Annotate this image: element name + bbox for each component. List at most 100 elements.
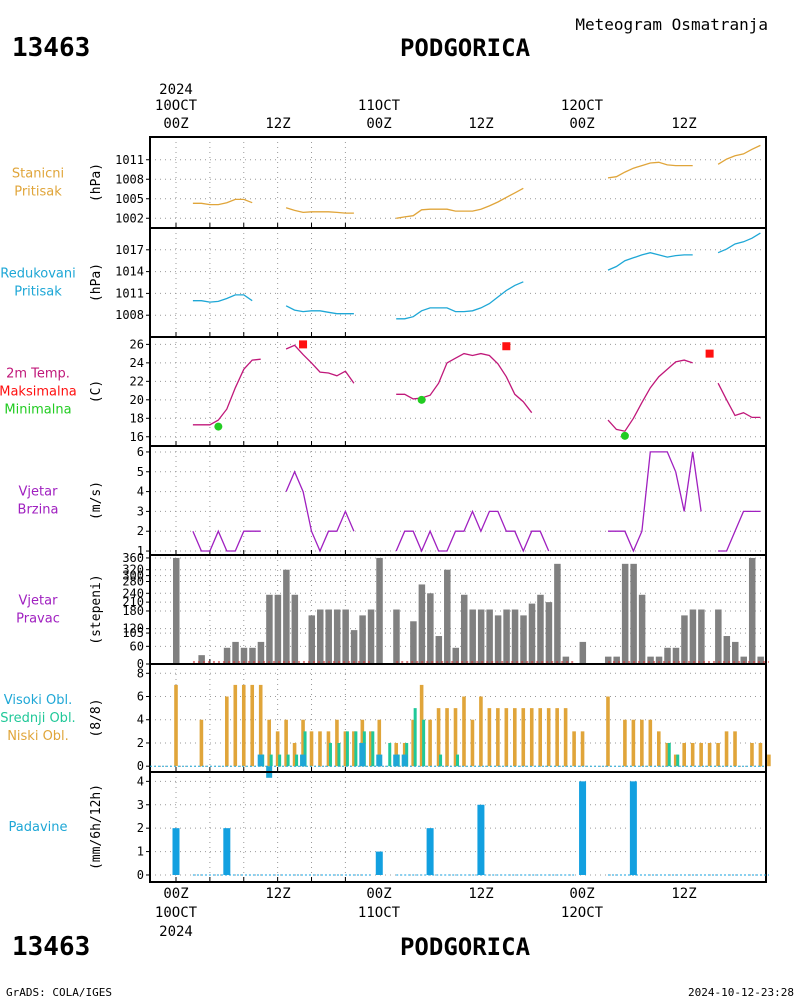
panel-label-line: Maksimalna xyxy=(0,385,77,400)
station-pressure-line xyxy=(607,161,693,179)
reduced-pressure-panel: 1008 1011 1014 1017 (hPa) Redukovani Pritisak xyxy=(0,227,767,338)
wind-direction-bar xyxy=(562,656,570,664)
high-cloud-bar xyxy=(300,754,307,767)
wind-direction-bar xyxy=(545,602,553,664)
precipitation-bar xyxy=(223,828,231,875)
wind-direction-bar xyxy=(511,609,519,664)
wind-direction-bar xyxy=(681,615,688,664)
wind-direction-bar xyxy=(689,609,697,664)
y-tick-label: 4 xyxy=(137,485,144,499)
wind-direction-bar xyxy=(664,647,671,664)
wind-direction-bar xyxy=(621,563,629,664)
wind-direction-bar xyxy=(240,647,248,664)
y-tick-label: 1002 xyxy=(115,211,144,225)
unit-label: (mm/6h/12h) xyxy=(89,784,104,870)
bottom-day-label-3: 12OCT xyxy=(561,905,604,921)
wind-direction-bar xyxy=(638,594,646,664)
y-tick-label: 320 xyxy=(122,563,144,577)
y-tick-label: 4 xyxy=(137,713,144,727)
y-tick-label: 2 xyxy=(137,524,144,538)
low-cloud-bar xyxy=(326,731,331,767)
y-tick-label: 1005 xyxy=(115,192,144,206)
low-cloud-bar xyxy=(521,708,526,767)
panel-label-line: Vjetar xyxy=(19,594,59,609)
low-cloud-bar xyxy=(648,719,653,767)
low-cloud-bar xyxy=(335,719,339,767)
low-cloud-bar xyxy=(241,684,246,767)
low-cloud-bar xyxy=(665,742,670,767)
top-tick-label-1: 00Z xyxy=(163,116,188,132)
mid-cloud-bar xyxy=(439,754,443,767)
low-cloud-bar xyxy=(572,731,576,767)
wind-speed-line xyxy=(395,509,550,553)
temp-min-marker xyxy=(417,395,426,404)
low-cloud-bar xyxy=(699,742,703,767)
panel-label-line: Pritisak xyxy=(14,285,62,300)
panel-label-line: Brzina xyxy=(18,503,59,518)
wind-speed-line xyxy=(192,529,261,552)
y-tick-label: 6 xyxy=(137,690,144,704)
wind-direction-bar xyxy=(748,557,756,664)
mid-cloud-bar xyxy=(354,731,358,767)
temperature-line xyxy=(192,358,261,426)
wind-direction-bar xyxy=(418,584,426,664)
wind-direction-bar xyxy=(316,609,324,664)
panel-label-line: Padavine xyxy=(9,820,68,835)
temp-min-marker xyxy=(214,422,223,431)
y-tick-label: 22 xyxy=(130,374,144,388)
low-cloud-bar xyxy=(174,684,178,767)
y-tick-label: 180 xyxy=(122,604,144,618)
y-tick-label: 240 xyxy=(122,586,144,600)
wind-direction-bar xyxy=(460,594,468,664)
wind-direction-bar xyxy=(359,615,366,664)
low-cloud-bar xyxy=(656,731,661,767)
wind-direction-bar xyxy=(435,636,443,664)
mid-cloud-bar xyxy=(303,731,307,767)
low-cloud-bar xyxy=(513,708,517,767)
low-cloud-bar xyxy=(631,719,636,767)
station-name-bottom: PODGORICA xyxy=(400,933,531,961)
y-tick-label: 0 xyxy=(137,868,144,882)
low-cloud-bar xyxy=(275,731,280,767)
temp-max-marker xyxy=(705,349,714,358)
mid-cloud-bar xyxy=(371,731,375,767)
wind-direction-bar xyxy=(537,594,544,664)
top-tick-label-3: 00Z xyxy=(366,116,391,132)
temperature-line xyxy=(285,344,355,384)
low-cloud-bar xyxy=(436,708,441,767)
y-tick-label: 24 xyxy=(130,356,144,370)
y-tick-label: 120 xyxy=(122,622,144,636)
mid-cloud-bar xyxy=(456,754,460,767)
y-tick-label: 20 xyxy=(130,393,144,407)
low-cloud-bar xyxy=(258,684,263,767)
wind-direction-bar xyxy=(223,647,231,664)
wind-direction-bar xyxy=(266,594,273,664)
y-tick-label: 280 xyxy=(122,575,144,589)
y-tick-label: 0 xyxy=(137,657,144,671)
y-tick-label: 1014 xyxy=(115,265,144,279)
wind-direction-bar xyxy=(672,647,680,664)
low-cloud-bar xyxy=(750,742,754,767)
low-cloud-bar xyxy=(724,731,729,767)
y-tick-label: 2 xyxy=(137,736,144,750)
low-cloud-bar xyxy=(233,684,238,767)
wind-direction-bar xyxy=(173,557,180,664)
unit-label: (m/s) xyxy=(89,481,104,520)
wind-direction-bar xyxy=(410,621,417,664)
panel-frame xyxy=(149,771,767,883)
low-cloud-bar xyxy=(309,731,314,767)
temperature-line xyxy=(717,382,761,419)
station-id-bottom: 13463 xyxy=(12,932,90,962)
wind-direction-bar xyxy=(477,609,485,664)
low-cloud-bar xyxy=(767,754,771,767)
y-tick-label: 8 xyxy=(137,666,144,680)
high-cloud-bar xyxy=(359,742,366,767)
mid-cloud-bar xyxy=(388,742,392,767)
low-cloud-bar xyxy=(462,696,466,767)
low-cloud-bar xyxy=(673,754,678,767)
mid-cloud-bar xyxy=(676,754,680,767)
top-tick-label-4: 12Z xyxy=(468,116,493,132)
precipitation-bar xyxy=(579,781,587,875)
low-cloud-bar xyxy=(690,742,695,767)
wind-direction-bar xyxy=(325,609,332,664)
